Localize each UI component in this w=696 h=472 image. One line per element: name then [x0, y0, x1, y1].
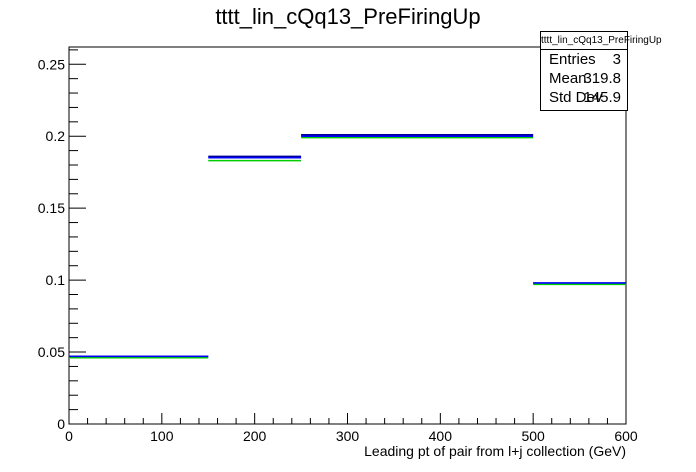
- x-tick-label: 400: [429, 428, 453, 444]
- x-tick-label: 0: [65, 428, 73, 444]
- stats-value: 319.8: [583, 70, 621, 87]
- histogram-bin-marker: [579, 282, 581, 284]
- y-tick-label: 0.1: [46, 272, 66, 288]
- axes: 0 100 200 300 400 500 600 0 0.05 0.1 0.15 0.2 0.25: [38, 46, 638, 444]
- histogram-bin-marker: [254, 160, 256, 162]
- histogram-bin-marker: [254, 157, 256, 159]
- histogram-bin-marker: [138, 355, 140, 357]
- stats-value: 3: [612, 51, 621, 68]
- histogram-bin-marker: [138, 357, 140, 359]
- y-tick-label: 0.05: [38, 344, 65, 360]
- histogram-series-line: [69, 136, 626, 359]
- stats-header: tttt_lin_cQq13_PreFiringUp: [541, 32, 662, 50]
- y-tick-label: 0: [57, 416, 65, 432]
- histogram-bin-marker: [254, 155, 256, 157]
- stats-row-entries: Entries 3: [541, 50, 627, 69]
- stats-box: tttt_lin_cQq13_PreFiringUp Entries 3 Mea…: [540, 31, 662, 111]
- stats-key: Std Dev: [549, 89, 603, 106]
- histograms: [69, 134, 626, 359]
- x-tick-label: 500: [521, 428, 545, 444]
- stats-row-mean: Mean 319.8: [541, 69, 627, 88]
- stats-value: 145.9: [583, 89, 621, 106]
- x-axis-title: Leading pt of pair from l+j collection (…: [364, 443, 626, 459]
- histogram-bin-marker: [579, 283, 581, 285]
- chart-title: tttt_lin_cQq13_PreFiringUp: [215, 4, 481, 29]
- histogram-series-line: [69, 135, 626, 358]
- histogram-bin-marker: [416, 135, 418, 137]
- x-tick-label: 100: [150, 428, 174, 444]
- y-tick-label: 0.25: [38, 56, 65, 72]
- histogram-series-line: [69, 134, 626, 358]
- y-tick-label: 0.15: [38, 200, 65, 216]
- y-tick-label: 0.2: [46, 128, 66, 144]
- x-tick-label: 300: [336, 428, 360, 444]
- histogram-bin-marker: [416, 137, 418, 139]
- x-tick-label: 600: [614, 428, 638, 444]
- histogram-bin-marker: [416, 134, 418, 136]
- x-tick-label: 200: [243, 428, 267, 444]
- stats-row-stddev: Std Dev 145.9: [541, 88, 627, 107]
- stats-key: Mean: [549, 70, 587, 87]
- stats-key: Entries: [549, 51, 596, 68]
